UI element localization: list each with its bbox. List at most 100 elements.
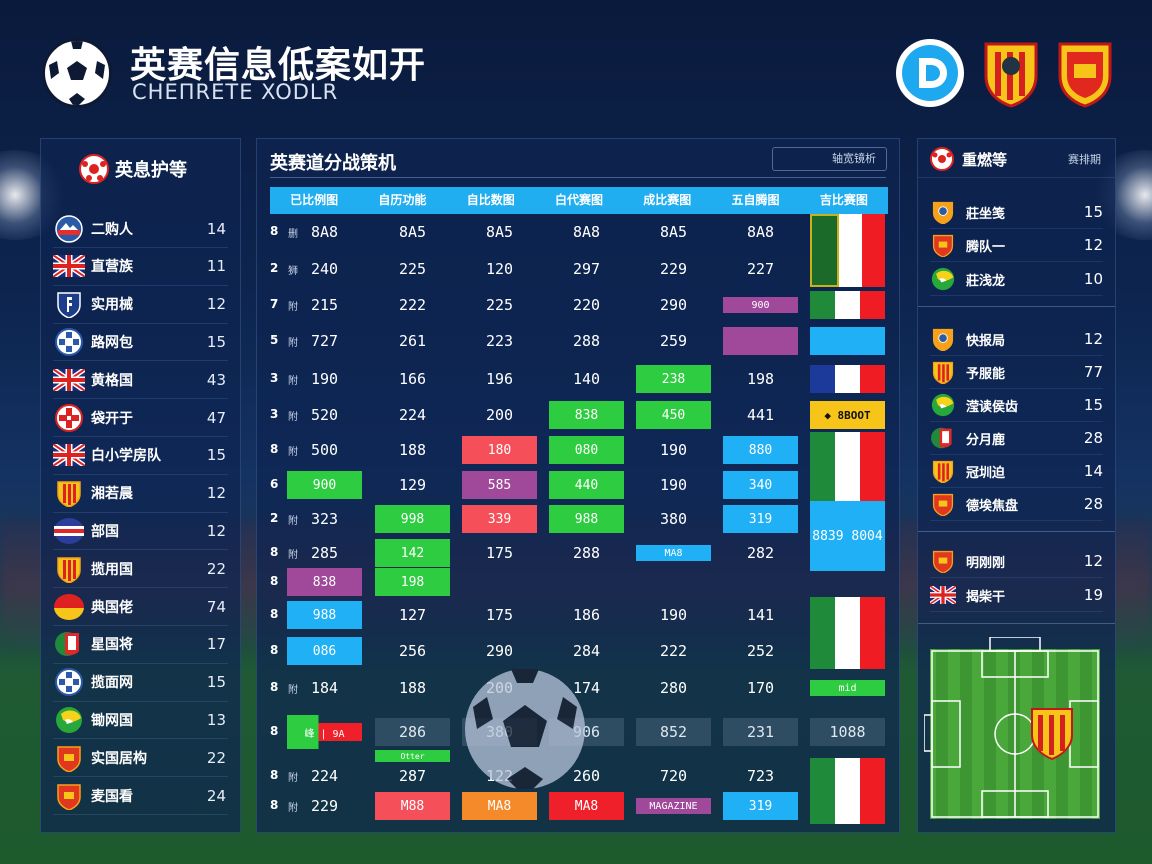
team-list-item[interactable]: 揽用国 22 [53,550,228,589]
table-cell[interactable]: 222 [659,642,688,660]
italy-flag-icon[interactable] [810,758,885,824]
table-cell[interactable]: 170 [746,679,775,697]
ranking-list-item[interactable]: 明刚刚 12 [930,545,1103,578]
team-list-item[interactable]: 实用械 12 [53,286,228,324]
table-cell[interactable]: 988 [287,601,362,629]
table-cell[interactable]: 838 [287,568,362,596]
table-cell[interactable]: MA8 [549,792,624,820]
table-cell[interactable]: 288 [572,332,601,350]
table-cell[interactable]: 252 [746,642,775,660]
table-cell[interactable]: 175 [485,606,514,624]
team-list-item[interactable]: 袋开于 47 [53,399,228,437]
table-cell[interactable]: 200 [485,406,514,424]
team-list-item[interactable]: 部国 12 [53,512,228,551]
table-cell[interactable]: 8839 8004 [810,501,885,571]
table-cell[interactable]: 223 [485,332,514,350]
team-list-item[interactable]: 直营族 11 [53,248,228,286]
table-cell[interactable]: 988 [549,505,624,533]
italy-flag-icon[interactable] [810,432,885,503]
table-cell[interactable]: 142 [375,539,450,567]
table-cell[interactable]: 297 [572,260,601,278]
table-cell[interactable]: 260 [572,767,601,785]
table-cell[interactable]: 852 [636,718,711,746]
table-cell[interactable] [723,568,798,596]
team-list-item[interactable]: 路网包 15 [53,323,228,362]
filter-button[interactable]: 轴宽镜析 [772,147,887,171]
table-cell[interactable]: 220 [572,296,601,314]
team-list-item[interactable]: 麦国看 24 [53,777,228,815]
table-cell[interactable]: 129 [398,476,427,494]
table-cell[interactable]: 198 [375,568,450,596]
table-cell[interactable]: 240 [310,260,339,278]
table-cell[interactable]: 188 [398,441,427,459]
table-cell[interactable] [723,327,798,355]
table-cell[interactable]: 224 [310,767,339,785]
table-cell[interactable]: 190 [659,441,688,459]
italy-flag-icon[interactable] [810,597,885,669]
shield-crest-icon[interactable] [983,38,1039,112]
table-cell[interactable]: 190 [310,370,339,388]
table-cell[interactable]: 127 [398,606,427,624]
table-cell[interactable]: 225 [398,260,427,278]
table-cell[interactable] [810,327,885,355]
table-cell[interactable]: 180 [462,436,537,464]
table-cell[interactable]: 166 [398,370,427,388]
team-list-item[interactable]: 典国佬 74 [53,588,228,626]
table-cell[interactable]: 259 [659,332,688,350]
table-cell[interactable]: M88 [375,792,450,820]
column-header[interactable]: 自比数图 [466,193,515,207]
shield-crest-icon[interactable] [1057,38,1113,112]
d-logo-icon[interactable] [895,38,965,112]
table-cell[interactable]: 188 [398,679,427,697]
table-cell[interactable]: 229 [310,797,339,815]
table-cell[interactable]: 222 [398,296,427,314]
table-cell[interactable]: 086 [287,637,362,665]
table-cell[interactable]: 290 [485,642,514,660]
table-cell[interactable]: 282 [746,544,775,562]
table-cell[interactable]: 190 [659,606,688,624]
table-cell[interactable]: 319 [723,792,798,820]
table-cell[interactable]: 285 [310,544,339,562]
table-cell[interactable]: 520 [310,406,339,424]
table-cell[interactable]: 8A8 [572,223,601,241]
ranking-list-item[interactable]: 莊坐笺 15 [930,196,1103,229]
table-cell[interactable]: 720 [659,767,688,785]
table-cell[interactable]: MAGAZINE [636,798,711,814]
table-cell[interactable]: 225 [485,296,514,314]
team-list-item[interactable]: 白小学房队 15 [53,437,228,475]
ranking-list-item[interactable]: 分月鹿 28 [930,422,1103,455]
table-cell[interactable]: 340 [723,471,798,499]
table-cell[interactable]: 184 [310,679,339,697]
table-cell[interactable]: 141 [746,606,775,624]
table-cell[interactable] [462,568,537,596]
column-header[interactable]: 成比赛图 [643,193,692,207]
table-cell[interactable] [636,568,711,596]
table-cell[interactable]: 880 [723,436,798,464]
table-cell[interactable]: 227 [746,260,775,278]
team-list-item[interactable]: 湘若晨 12 [53,475,228,513]
table-cell[interactable]: 8A5 [659,223,688,241]
table-cell[interactable]: 500 [310,441,339,459]
table-cell[interactable]: 287 [398,767,427,785]
table-cell[interactable]: 261 [398,332,427,350]
table-cell[interactable]: 838 [549,401,624,429]
france-flag-icon[interactable] [810,365,885,393]
ranking-list-item[interactable]: 莊浅龙 10 [930,263,1103,296]
table-cell[interactable]: 900 [287,471,362,499]
table-cell[interactable]: mid [810,680,885,696]
table-cell[interactable]: 196 [485,370,514,388]
table-cell[interactable]: 323 [310,510,339,528]
table-cell[interactable]: 727 [310,332,339,350]
table-cell[interactable]: 140 [572,370,601,388]
table-cell[interactable]: 8A5 [398,223,427,241]
column-header[interactable]: 白代赛图 [554,193,603,207]
table-cell[interactable]: 215 [310,296,339,314]
table-cell[interactable]: 231 [723,718,798,746]
table-cell[interactable]: ◆ 8BOOT [810,401,885,429]
team-list-item[interactable]: 实国居构 22 [53,739,228,778]
column-header[interactable]: 五自腾图 [731,193,780,207]
italy-flag-icon[interactable] [810,291,885,319]
table-cell[interactable]: 900 [723,297,798,313]
column-header[interactable]: 自历功能 [378,193,427,207]
table-cell[interactable]: 186 [572,606,601,624]
